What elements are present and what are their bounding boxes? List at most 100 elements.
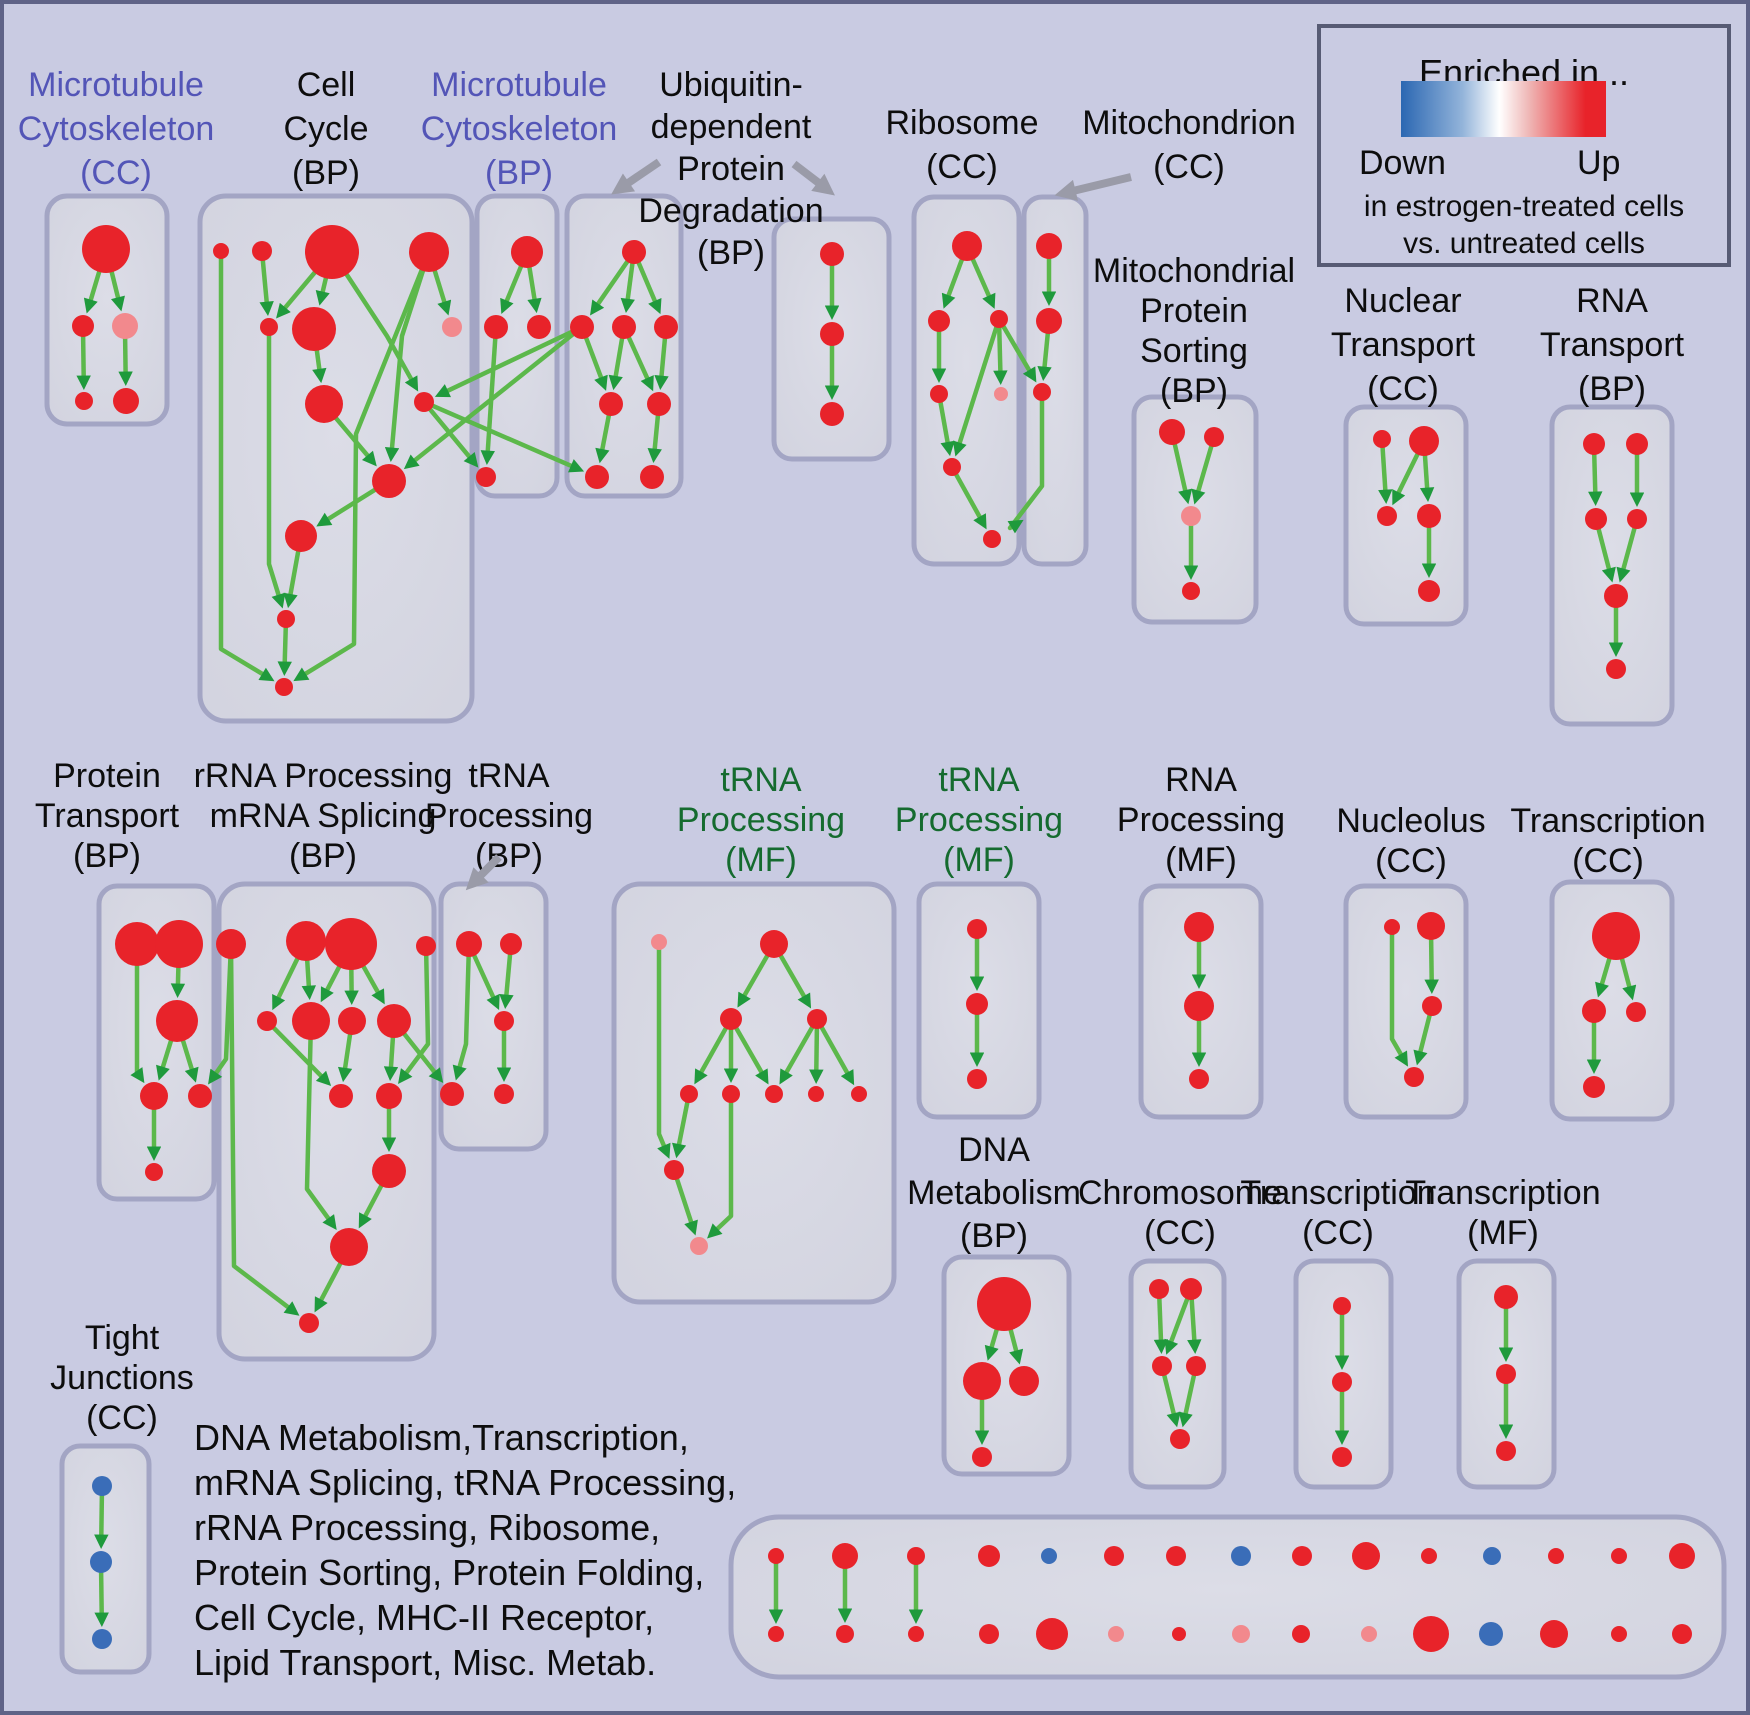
- misc-terms-list: DNA Metabolism,Transcription, mRNA Splic…: [194, 1415, 736, 1685]
- edge-arrow: [635, 259, 662, 315]
- go-term-node: [1036, 233, 1062, 259]
- legend-up-label: Up: [1577, 144, 1621, 182]
- edge-arrow: [1378, 446, 1393, 505]
- go-term-node: [330, 1228, 368, 1266]
- label-line: (BP): [1578, 370, 1646, 408]
- go-term-node: [1611, 1548, 1627, 1564]
- go-term-node: [1404, 1067, 1424, 1087]
- go-term-node: [1479, 1622, 1503, 1646]
- label-line: Protein: [677, 150, 785, 188]
- edge-arrow: [1153, 1296, 1169, 1354]
- go-term-node: [1352, 1542, 1380, 1570]
- edge-arrow: [625, 334, 654, 392]
- edge-arrow: [259, 258, 274, 317]
- edge-arrow: [1389, 933, 1408, 1067]
- go-term-node: [990, 310, 1008, 328]
- go-term-node: [647, 392, 671, 416]
- go-term-node: [680, 1085, 698, 1103]
- edge-arrow: [320, 961, 344, 1003]
- edge-arrow: [208, 955, 233, 1085]
- label-line: tRNA: [720, 761, 802, 799]
- edge-arrow: [1172, 441, 1193, 505]
- label-line: mRNA Splicing: [210, 797, 437, 835]
- label-microtubule-bp: Microtubule Cytoskeleton (BP): [421, 66, 618, 192]
- cluster-box-trna-processing-bp: [438, 881, 549, 1152]
- edge-arrow: [595, 412, 612, 464]
- edge-arrow: [452, 954, 471, 1081]
- edge-arrow: [1161, 1373, 1181, 1428]
- go-term-node: [1292, 1546, 1312, 1566]
- go-term-node: [1036, 308, 1062, 334]
- edge-arrow: [337, 1031, 353, 1083]
- edge-arrow: [76, 334, 91, 390]
- edge-arrow: [1392, 450, 1421, 506]
- label-line: Processing: [1117, 801, 1285, 839]
- edge-arrow: [359, 961, 385, 1005]
- label-line: (CC): [80, 154, 152, 192]
- go-term-node: [967, 919, 987, 939]
- edge-arrow: [383, 1034, 399, 1082]
- label-line: Nuclear: [1344, 282, 1461, 320]
- go-term-node: [252, 241, 272, 261]
- legend-caption-line2: vs. untreated cells: [1403, 227, 1645, 260]
- edge-arrow: [293, 265, 426, 682]
- go-term-node: [1166, 1546, 1186, 1566]
- label-line: (BP): [292, 154, 360, 192]
- legend-down-label: Down: [1359, 144, 1446, 182]
- label-pointer-arrow: [791, 160, 835, 196]
- label-line: (CC): [1367, 370, 1439, 408]
- go-term-node: [1184, 912, 1214, 942]
- edge-arrow: [1000, 324, 1037, 383]
- go-term-node: [115, 922, 159, 966]
- go-term-node: [907, 1547, 925, 1565]
- go-term-node: [414, 392, 434, 412]
- edge-arrow: [270, 1025, 332, 1087]
- go-term-node: [416, 936, 436, 956]
- go-term-node: [612, 315, 636, 339]
- go-term-node: [329, 1084, 353, 1108]
- label-line: (MF): [943, 841, 1015, 879]
- edge-arrow: [590, 258, 631, 316]
- edge-arrow: [647, 413, 662, 464]
- label-line: Cytoskeleton: [18, 110, 215, 148]
- go-term-node: [1606, 659, 1626, 679]
- go-term-node: [1231, 1546, 1251, 1566]
- label-line: Transcription: [1405, 1174, 1600, 1212]
- label-line: DNA: [958, 1131, 1030, 1169]
- label-line: (BP): [73, 837, 141, 875]
- go-term-node: [456, 931, 482, 957]
- go-term-node: [570, 315, 594, 339]
- label-line: Transport: [35, 797, 180, 835]
- cluster-box-nuclear-transport-cc: [1343, 404, 1469, 627]
- label-line: Ribosome: [885, 104, 1038, 142]
- go-term-node: [292, 307, 336, 351]
- label-line: (MF): [1165, 841, 1237, 879]
- go-term-node: [1669, 1543, 1695, 1569]
- label-line: Cycle: [283, 110, 368, 148]
- edge-arrow: [608, 336, 625, 391]
- label-chromosome-cc: Chromosome(CC): [1078, 1174, 1282, 1252]
- edge-arrow: [434, 329, 575, 398]
- go-term-node: [1483, 1547, 1501, 1565]
- go-term-node: [1033, 383, 1051, 401]
- go-term-node: [978, 1545, 1000, 1567]
- edge-arrow: [403, 331, 576, 470]
- go-term-node: [654, 315, 678, 339]
- go-term-node: [832, 1543, 858, 1569]
- go-term-node: [213, 243, 229, 259]
- label-line: (CC): [1302, 1214, 1374, 1252]
- label-microtubule-cc: Microtubule Cytoskeleton (CC): [18, 66, 215, 192]
- label-line: (CC): [1144, 1214, 1216, 1252]
- go-term-node: [1422, 996, 1442, 1016]
- misc-line: Lipid Transport, Misc. Metab.: [194, 1642, 657, 1683]
- go-term-node: [1583, 433, 1605, 455]
- edge-arrow: [283, 548, 301, 609]
- edge-arrow: [430, 403, 585, 473]
- go-term-node: [1159, 419, 1185, 445]
- go-term-node: [305, 385, 343, 423]
- label-pointer-arrow: [1054, 173, 1132, 201]
- go-term-node: [851, 1086, 867, 1102]
